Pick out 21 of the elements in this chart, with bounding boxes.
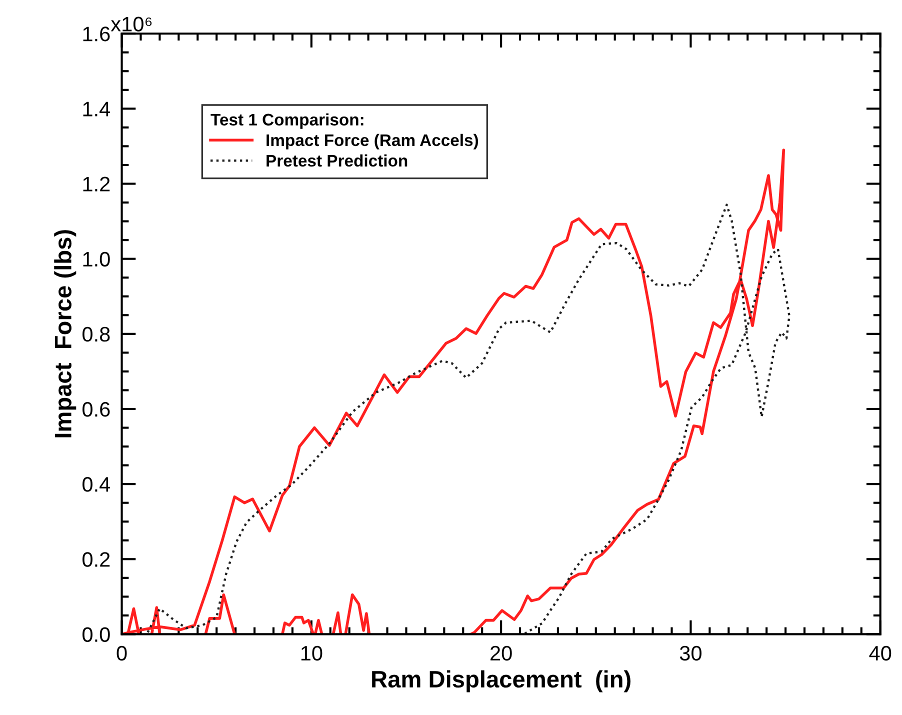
legend-label: Pretest Prediction: [266, 154, 408, 167]
legend-title: Test 1 Comparison:: [210, 113, 364, 129]
x-axis-title: Ram Displacement (in): [372, 670, 630, 692]
x-tick-label: 20: [490, 646, 512, 661]
y-axis-title: Impact Force (lbs): [54, 230, 76, 438]
y-tick-label: 1.2: [83, 176, 110, 192]
y-tick-label: 0.4: [82, 477, 110, 492]
x-tick-label: 40: [869, 646, 892, 661]
y-tick-label: 1.6: [83, 26, 110, 42]
x-tick-label: 10: [301, 646, 322, 661]
x-tick-label: 0: [116, 646, 127, 661]
y-tick-label: 1.0: [83, 252, 110, 267]
line-series: [146, 204, 790, 634]
y-tick-label: 0.0: [82, 627, 110, 642]
y-tick-label: 0.2: [82, 552, 110, 567]
y-tick-label: 0.6: [82, 402, 110, 417]
x-tick-label: 30: [680, 646, 702, 661]
y-tick-label: 0.8: [82, 326, 110, 342]
y-tick-label: 1.4: [83, 102, 110, 116]
legend-label: Impact Force (Ram Accels): [266, 134, 478, 150]
text: x10⁶: [110, 16, 152, 32]
